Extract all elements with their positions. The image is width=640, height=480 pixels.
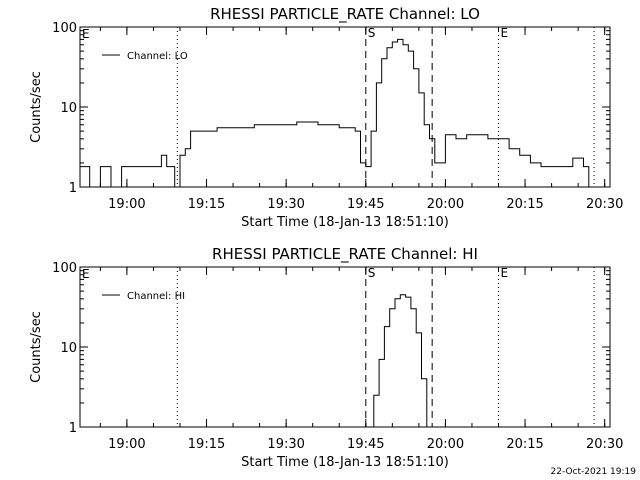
corner-label: E — [82, 267, 90, 281]
x-tick-label: 19:15 — [188, 437, 225, 452]
x-tick-label: 19:30 — [267, 197, 304, 212]
y-tick-label: 10 — [60, 101, 77, 116]
y-axis-label: Counts/sec — [29, 71, 44, 143]
chart-title: RHESSI PARTICLE_RATE Channel: LO — [210, 5, 480, 24]
x-tick-label: 19:45 — [347, 197, 384, 212]
corner-label: E — [82, 27, 90, 41]
x-tick-label: 19:45 — [347, 437, 384, 452]
x-axis-label: Start Time (18-Jan-13 18:51:10) — [241, 455, 449, 470]
y-tick-label: 100 — [52, 21, 77, 36]
x-tick-label: 19:00 — [108, 197, 145, 212]
x-axis-label: Start Time (18-Jan-13 18:51:10) — [241, 215, 449, 230]
x-tick-label: 20:15 — [506, 437, 543, 452]
x-tick-label: 20:30 — [586, 197, 623, 212]
marker-label: S — [368, 26, 376, 40]
y-tick-label: 100 — [52, 261, 77, 276]
marker-label: E — [501, 26, 509, 40]
legend-label: Channel: HI — [127, 291, 185, 302]
chart-panel-lo: RHESSI PARTICLE_RATE Channel: LO Counts/s… — [29, 5, 623, 230]
y-tick-label: 1 — [69, 421, 77, 436]
footer-timestamp: 22-Oct-2021 19:19 — [551, 467, 637, 477]
x-tick-label: 20:30 — [586, 437, 623, 452]
y-tick-label: 1 — [69, 181, 77, 196]
marker-label: E — [501, 266, 509, 280]
x-tick-label: 19:00 — [108, 437, 145, 452]
marker-label: S — [368, 266, 376, 280]
series-line — [80, 38, 590, 188]
x-tick-label: 19:30 — [267, 437, 304, 452]
x-tick-label: 20:00 — [427, 437, 464, 452]
y-axis-label: Counts/sec — [29, 311, 44, 383]
x-tick-label: 20:15 — [506, 197, 543, 212]
chart-title: RHESSI PARTICLE_RATE Channel: HI — [212, 245, 478, 264]
series-line — [368, 294, 428, 428]
chart-panel-hi: RHESSI PARTICLE_RATE Channel: HI Counts/s… — [29, 245, 623, 470]
x-tick-label: 19:15 — [188, 197, 225, 212]
x-tick-label: 20:00 — [427, 197, 464, 212]
y-tick-label: 10 — [60, 341, 77, 356]
legend-label: Channel: LO — [127, 51, 188, 62]
